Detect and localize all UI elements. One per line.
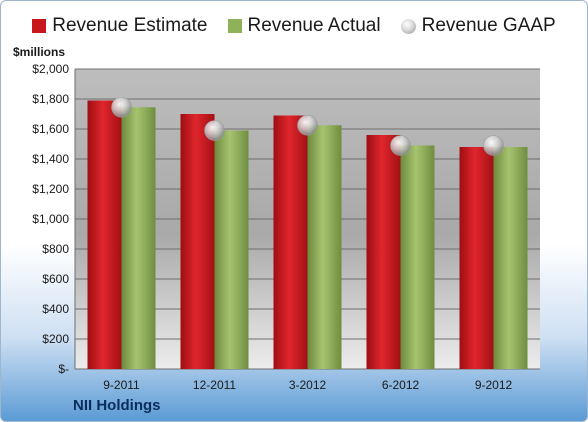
point-revenue-gaap: [204, 120, 225, 141]
point-revenue-gaap: [390, 135, 411, 156]
y-axis-ticks: $- $200 $400 $600 $800 $1,000 $1,200 $1,400 $1,6…: [32, 62, 69, 376]
point-revenue-gaap: [111, 96, 132, 118]
legend-label-estimate: Revenue Estimate: [52, 15, 208, 36]
gaap-points: [111, 96, 504, 156]
legend-label-actual: Revenue Actual: [247, 15, 381, 36]
legend-item-actual: Revenue Actual: [227, 15, 381, 37]
y-tick-label: $2,000: [32, 62, 69, 76]
bar-revenue-estimate: [273, 115, 308, 369]
legend-swatch-gaap: [400, 18, 416, 34]
y-tick-label: $1,400: [32, 152, 69, 166]
y-tick-label: $1,200: [32, 182, 69, 196]
x-tick-label: 6-2012: [382, 378, 420, 392]
x-tick-label: 12-2011: [193, 378, 236, 392]
x-tick-label: 9-2012: [475, 378, 513, 392]
bar-revenue-actual: [121, 107, 156, 369]
point-revenue-gaap: [483, 135, 504, 156]
bar-revenue-estimate: [459, 147, 494, 369]
bar-revenue-estimate: [180, 114, 215, 369]
y-tick-label: $400: [42, 302, 69, 316]
legend-item-estimate: Revenue Estimate: [32, 15, 208, 37]
y-axis-unit-label: $millions: [13, 45, 66, 59]
y-tick-label: $-: [58, 362, 69, 376]
bar-revenue-actual: [307, 125, 342, 369]
legend: Revenue Estimate Revenue Actual Revenue …: [1, 15, 587, 37]
legend-label-gaap: Revenue GAAP: [421, 15, 556, 36]
y-tick-label: $200: [42, 332, 69, 346]
x-axis-ticks: 9-2011 12-2011 3-2012 6-2012 9-2012: [103, 378, 512, 392]
bar-revenue-estimate: [366, 135, 401, 369]
point-revenue-gaap: [297, 114, 318, 136]
y-tick-label: $1,600: [32, 122, 69, 136]
bar-revenue-actual: [493, 147, 528, 369]
company-name: NII Holdings: [73, 397, 161, 414]
y-tick-label: $1,800: [32, 92, 69, 106]
y-tick-label: $800: [42, 242, 69, 256]
y-tick-label: $600: [42, 272, 69, 286]
legend-swatch-estimate: [32, 19, 47, 33]
x-tick-label: 9-2011: [103, 378, 140, 392]
bar-revenue-estimate: [87, 100, 122, 369]
legend-item-gaap: Revenue GAAP: [400, 15, 556, 37]
bars: [87, 100, 528, 369]
y-tick-label: $1,000: [32, 212, 69, 226]
legend-swatch-actual: [227, 19, 242, 33]
bar-revenue-actual: [400, 145, 435, 369]
x-tick-label: 3-2012: [289, 378, 327, 392]
bar-revenue-actual: [214, 130, 249, 369]
